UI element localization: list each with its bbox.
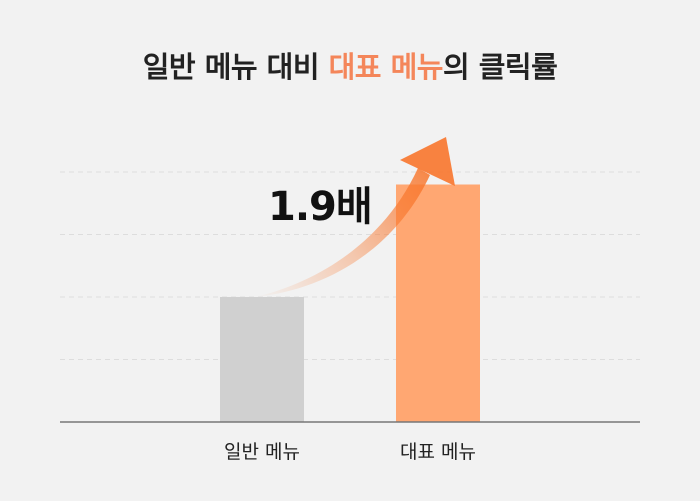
title-highlight: 대표 메뉴 xyxy=(328,50,444,84)
growth-arrow-body xyxy=(255,168,430,297)
growth-annotation: 1.9배 xyxy=(268,184,372,230)
bar-regular-menu xyxy=(220,297,304,422)
x-tick-labels: 일반 메뉴 대표 메뉴 xyxy=(224,441,476,463)
x-tick-label-2: 대표 메뉴 xyxy=(400,441,476,463)
growth-arrow-head xyxy=(400,137,455,186)
page-title: 일반 메뉴 대비 대표 메뉴의 클릭률 xyxy=(0,44,700,86)
bars xyxy=(220,184,480,422)
x-tick-label-1: 일반 메뉴 xyxy=(224,441,300,463)
title-suffix: 의 클릭률 xyxy=(442,50,558,84)
gridlines xyxy=(60,171,640,360)
growth-arrow xyxy=(255,137,455,297)
bar-featured-menu xyxy=(396,184,480,422)
title-prefix: 일반 메뉴 대비 xyxy=(142,50,329,84)
